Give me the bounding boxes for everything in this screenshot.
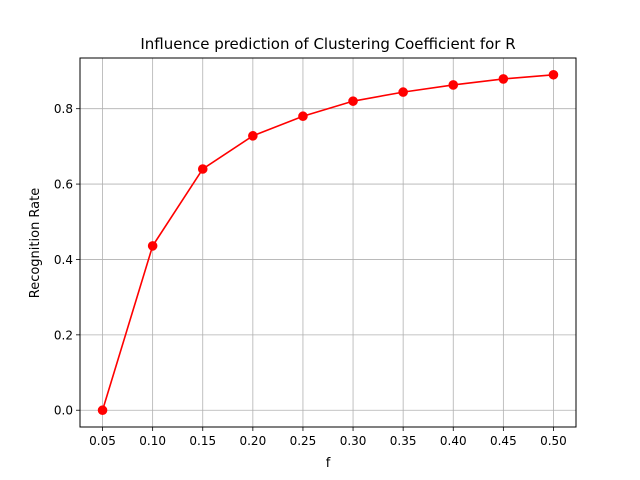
data-point: [248, 131, 258, 141]
y-tick-label: 0.2: [54, 328, 73, 342]
x-tick-label: 0.05: [89, 434, 116, 448]
x-tick-label: 0.45: [490, 434, 517, 448]
data-point: [97, 405, 108, 416]
x-tick-label: 0.40: [440, 434, 467, 448]
x-tick-label: 0.30: [340, 434, 367, 448]
data-point: [448, 80, 459, 90]
series-line: [101, 73, 554, 411]
data-point: [348, 96, 358, 106]
x-axis-title: f: [326, 456, 331, 471]
y-axis-title: Recognition Rate: [28, 188, 43, 299]
plot-frame: [79, 57, 577, 428]
grid: [80, 58, 576, 427]
ticks: 0.05 0.10 0.15 0.20 0.25 0.30 0.35 0.40 0.45 0.50…: [54, 102, 567, 448]
x-tick-label: 0.15: [189, 434, 216, 448]
data-point: [398, 87, 408, 97]
data-point: [498, 74, 509, 84]
x-tick-label: 0.35: [390, 434, 417, 448]
x-tick-label: 0.50: [540, 434, 567, 448]
data-point: [147, 241, 158, 251]
y-tick-label: 0.8: [54, 102, 73, 116]
x-tick-label: 0.10: [139, 434, 166, 448]
x-tick-label: 0.20: [239, 434, 266, 448]
x-tick-label: 0.25: [290, 434, 317, 448]
data-point: [298, 111, 308, 122]
data-point: [548, 69, 559, 80]
data-point: [197, 164, 208, 174]
chart-title: Influence prediction of Clustering Coeff…: [140, 35, 515, 53]
y-tick-label: 0.6: [54, 178, 73, 192]
series-layer: [97, 69, 559, 416]
y-tick-label: 0.4: [54, 253, 73, 267]
y-tick-label: 0.0: [54, 404, 73, 418]
